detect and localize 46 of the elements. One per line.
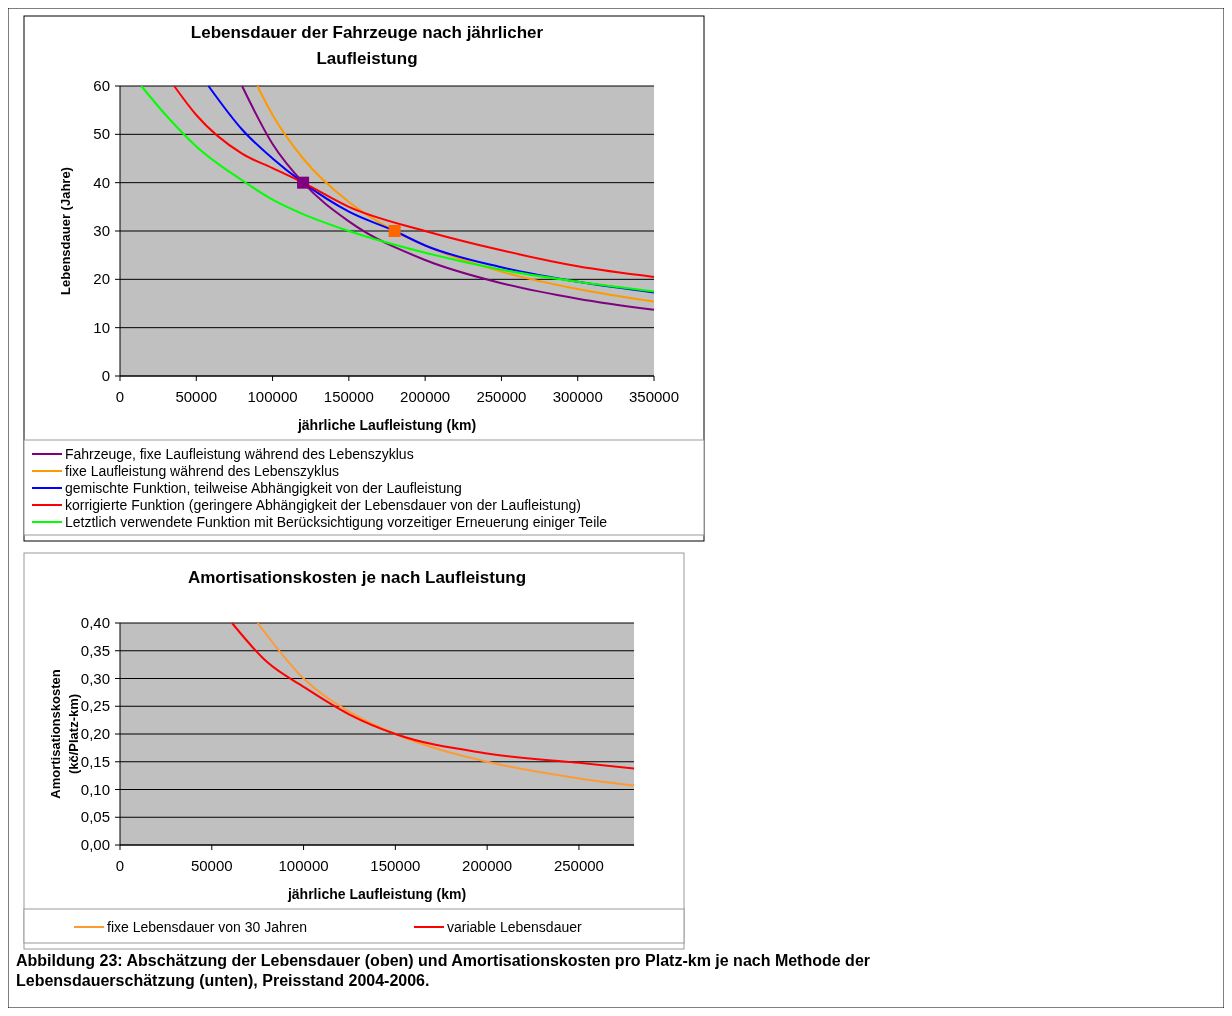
x-tick-label: 50000 (190, 857, 233, 874)
y-tick-label: 0,30 (80, 669, 110, 687)
x-tick-label: 50000 (175, 388, 218, 405)
x-tick-label: 0 (115, 388, 125, 405)
x-tick-label: 0 (115, 857, 125, 874)
legend-label: fixe Lebensdauer von 30 Jahren (107, 919, 308, 935)
line-series (256, 622, 635, 787)
legend-label: variable Lebensdauer (447, 919, 582, 935)
y-tick-label: 0,25 (80, 697, 110, 715)
x-axis-title: jährliche Laufleistung (km) (296, 417, 477, 433)
legend-label: gemischte Funktion, teilweise Abhängigkeit von der Laufleistung (65, 480, 462, 496)
legend-label: Fahrzeuge, fixe Laufleistung während des Lebenszyklus (65, 446, 414, 462)
y-tick-label: 10 (93, 318, 110, 336)
x-tick-label: 200000 (400, 388, 451, 405)
legend-label: fixe Laufleistung während des Lebenszyklus (65, 463, 339, 479)
x-tick-label: 150000 (323, 388, 374, 405)
x-tick-label: 350000 (628, 388, 680, 405)
y-tick-label: 40 (93, 173, 110, 191)
y-tick-label: 0,20 (80, 725, 110, 742)
y-tick-label: 50 (93, 125, 110, 143)
y-tick-label: 0,00 (80, 836, 110, 853)
y-tick-label: 0,40 (80, 614, 110, 631)
y-tick-label: 60 (93, 77, 110, 94)
y-axis-title: Amortisationskosten (kč/Platz-km) (48, 669, 81, 799)
legend-label: Letztlich verwendete Funktion mit Berücksichtigung vorzeitiger Erneuerung einiger Teile (65, 514, 608, 530)
x-tick-label: 250000 (553, 857, 604, 874)
chart-title: Amortisationskosten je nach Laufleistung (187, 568, 527, 587)
y-tick-label: 0,15 (80, 752, 110, 770)
x-tick-label: 250000 (476, 388, 527, 405)
y-tick-label: 0,35 (80, 641, 110, 659)
x-tick-label: 100000 (278, 857, 329, 874)
x-tick-label: 200000 (462, 857, 513, 874)
y-tick-label: 0,10 (80, 780, 110, 798)
text: Abbildung 23: Abschätzung der Lebensdauer (oben) und Amortisationskosten pro Platz-km je nach Methode der Lebensdauerschätzung (unten), Preisstand 2004-2006. (16, 952, 871, 989)
y-axis-title: Lebensdauer (Jahre) (58, 167, 73, 295)
y-tick-label: 20 (93, 270, 110, 288)
legend-label: korrigierte Funktion (geringere Abhängigkeit der Lebensdauer von der Laufleistung) (65, 497, 581, 513)
chart-title: Lebensdauer der Fahrzeuge nach jährlicher Laufleistung (190, 23, 544, 68)
y-tick-label: 0,05 (80, 808, 110, 826)
x-tick-label: 150000 (370, 857, 421, 874)
x-tick-label: 100000 (247, 388, 298, 405)
line-series (230, 622, 635, 770)
y-tick-label: 0 (101, 367, 110, 384)
y-tick-label: 30 (93, 222, 110, 239)
x-axis-title: jährliche Laufleistung (km) (286, 886, 467, 902)
x-tick-label: 300000 (552, 388, 603, 405)
